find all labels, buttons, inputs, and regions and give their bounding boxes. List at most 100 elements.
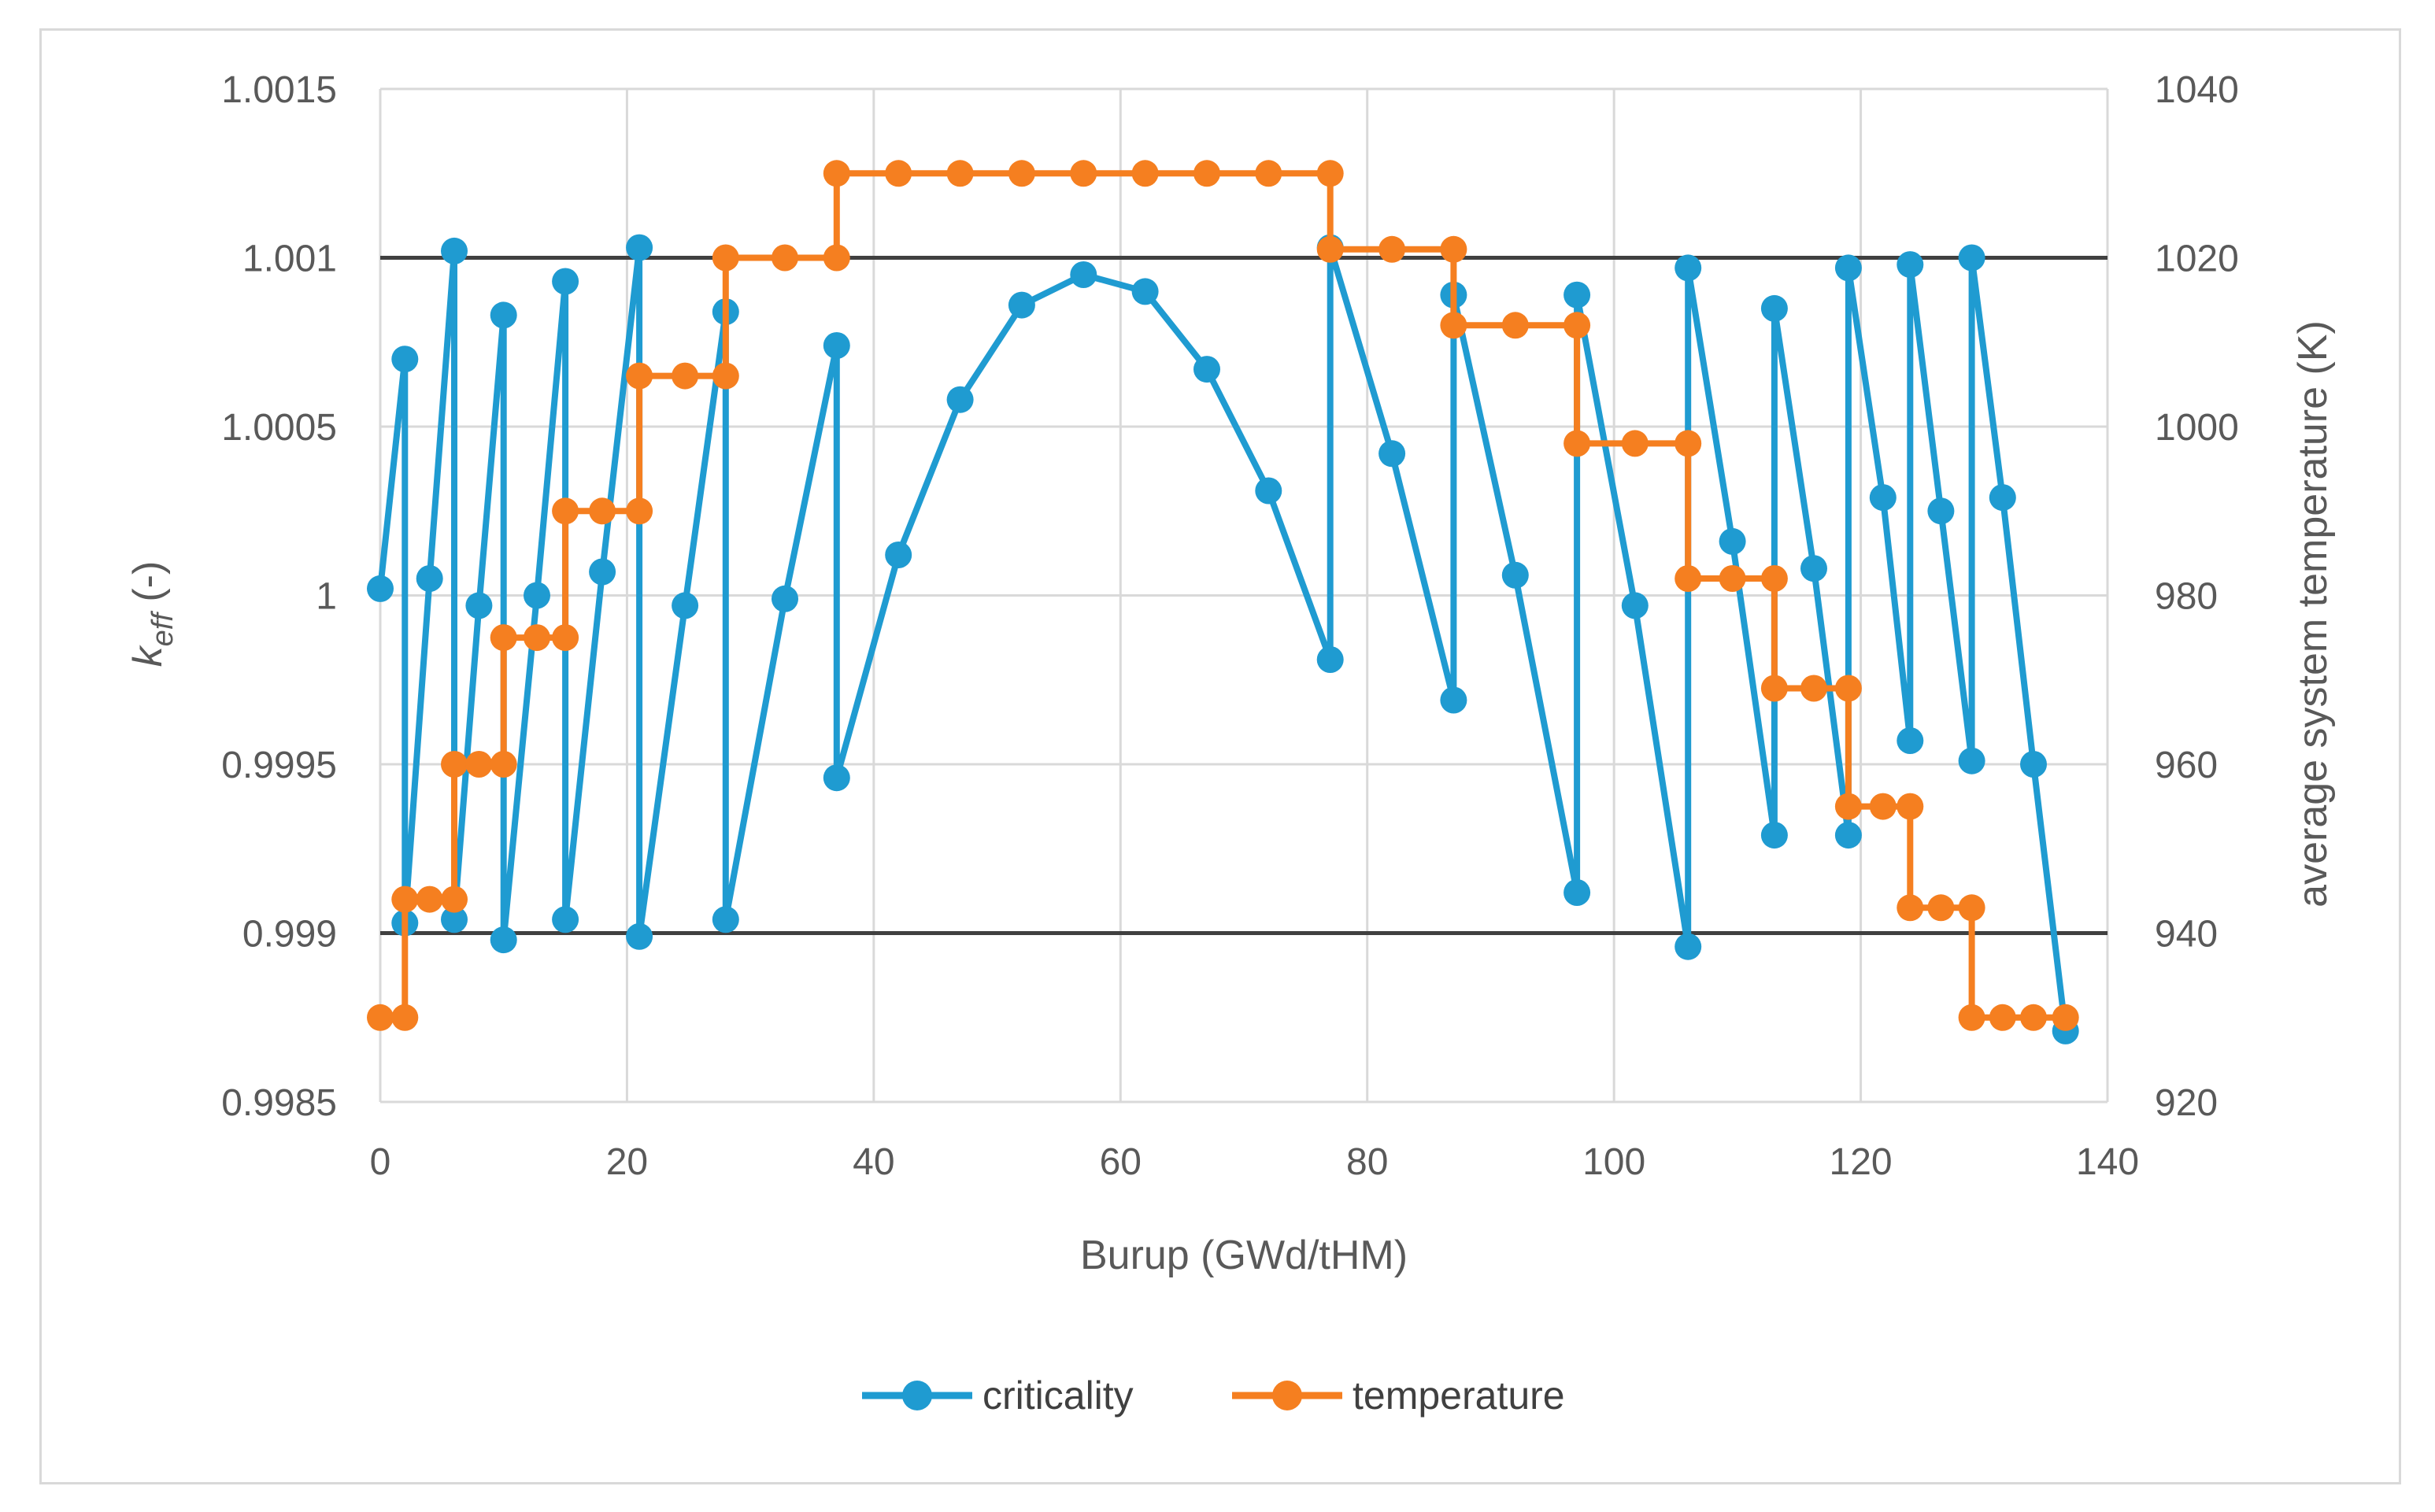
x-tick-label: 20 <box>606 1141 648 1183</box>
criticality-point <box>823 332 850 359</box>
reference-lines <box>380 256 2107 935</box>
temperature-point <box>1760 675 1788 702</box>
criticality-point <box>1869 484 1897 512</box>
criticality-point <box>626 922 653 950</box>
y2-axis-title: average system temperature (K) <box>2290 320 2336 908</box>
y2-tick-label: 1000 <box>2155 407 2239 449</box>
y-tick-label: 1 <box>316 576 337 618</box>
temperature-point <box>1440 312 1467 339</box>
y-tick-label: 1.0015 <box>221 69 337 111</box>
temperature-point <box>1869 793 1897 820</box>
temperature-point <box>1927 894 1955 922</box>
temperature-point <box>1719 565 1746 592</box>
temperature-point <box>1131 160 1159 187</box>
temperature-point <box>1316 160 1344 187</box>
temperature-point <box>1501 312 1529 339</box>
criticality-point <box>490 926 517 954</box>
x-tick-label: 100 <box>1582 1141 1645 1183</box>
temperature-point <box>1675 565 1702 592</box>
criticality-point <box>1834 822 1862 849</box>
temperature-point <box>626 362 653 390</box>
criticality-point <box>589 558 616 586</box>
criticality-point <box>626 234 653 261</box>
y-axis-title-subscript: eff <box>146 611 179 647</box>
criticality-point <box>524 582 550 609</box>
criticality-point <box>490 301 517 329</box>
temperature-point <box>441 751 468 778</box>
temperature-point <box>1897 793 1924 820</box>
temperature-point <box>490 624 517 652</box>
legend: criticality temperature <box>862 1373 1565 1418</box>
criticality-point <box>1897 251 1924 279</box>
temperature-point <box>946 160 974 187</box>
y2-tick-label: 940 <box>2155 914 2218 956</box>
temperature-point <box>416 885 443 913</box>
temperature-point <box>823 160 850 187</box>
criticality-point <box>1621 592 1649 619</box>
temperature-point <box>1958 894 1985 922</box>
legend-label-criticality: criticality <box>983 1373 1134 1418</box>
temperature-point <box>823 244 850 272</box>
temperature-point <box>772 244 798 272</box>
x-tick-label: 140 <box>2076 1141 2139 1183</box>
temperature-point <box>1897 894 1924 922</box>
temperature-point <box>712 362 739 390</box>
y-tick-label: 0.9985 <box>221 1082 337 1124</box>
temperature-point <box>626 497 653 525</box>
criticality-point <box>1989 484 2016 512</box>
criticality-point <box>1501 561 1529 589</box>
criticality-point <box>772 585 798 612</box>
criticality-point <box>823 764 850 792</box>
temperature-point <box>672 362 699 390</box>
criticality-point <box>672 592 699 619</box>
criticality-point <box>1834 254 1862 282</box>
y-axis-title-unit: (-) <box>125 561 171 613</box>
temperature-point <box>1564 430 1591 457</box>
criticality-point <box>1675 254 1702 282</box>
criticality-point <box>1564 281 1591 309</box>
y2-tick-label: 1040 <box>2155 69 2239 111</box>
y2-tick-label: 920 <box>2155 1082 2218 1124</box>
x-axis-title: Burup (GWd/tHM) <box>1080 1233 1408 1278</box>
criticality-point <box>1070 261 1097 288</box>
criticality-point <box>552 268 579 295</box>
temperature-point <box>589 497 616 525</box>
criticality-point <box>1008 291 1035 319</box>
temperature-point <box>465 751 493 778</box>
y-tick-label: 1.0005 <box>221 407 337 449</box>
criticality-point <box>1378 440 1406 468</box>
criticality-point <box>946 386 974 413</box>
series-layer <box>367 160 2079 1044</box>
chart-frame <box>39 28 2401 1484</box>
y-axis-title: keff (-) <box>125 561 179 667</box>
temperature-point <box>1800 675 1827 702</box>
legend-label-temperature: temperature <box>1353 1373 1565 1418</box>
criticality-point <box>1440 686 1467 714</box>
criticality-point <box>1255 477 1282 505</box>
temperature-point <box>367 1004 394 1031</box>
temperature-point <box>552 624 579 652</box>
temperature-point <box>1564 312 1591 339</box>
criticality-point <box>441 906 468 933</box>
criticality-point <box>1131 278 1159 305</box>
criticality-point <box>1564 879 1591 906</box>
criticality-point <box>1316 646 1344 673</box>
criticality-point <box>1958 244 1985 272</box>
criticality-point <box>1927 497 1955 525</box>
criticality-point <box>1719 527 1746 555</box>
series-criticality <box>367 234 2079 1044</box>
temperature-point <box>1255 160 1282 187</box>
criticality-point <box>712 906 739 933</box>
temperature-point <box>712 244 739 272</box>
criticality-point <box>441 237 468 264</box>
criticality-point <box>1193 356 1220 383</box>
y2-tick-label: 1020 <box>2155 238 2239 280</box>
criticality-point <box>885 542 912 568</box>
y-tick-label: 1.001 <box>242 238 337 280</box>
temperature-point <box>552 497 579 525</box>
criticality-point <box>391 346 419 373</box>
y-tick-label: 0.9995 <box>221 745 337 786</box>
temperature-point <box>524 624 550 652</box>
criticality-point <box>1760 822 1788 849</box>
